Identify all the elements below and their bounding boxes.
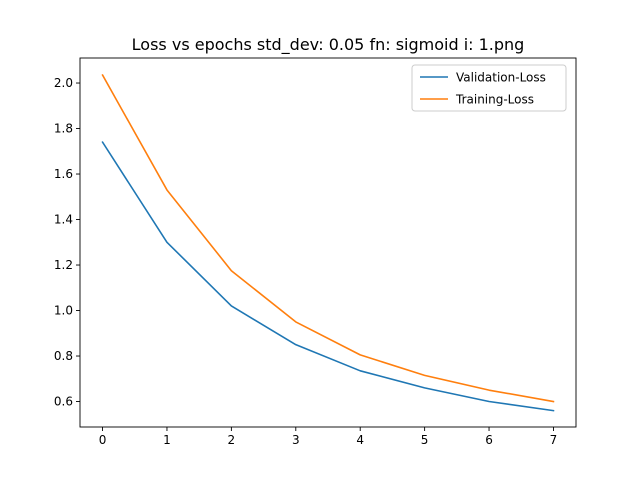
y-tick-label: 1.6 [54,167,73,181]
x-tick-label: 2 [228,433,236,447]
y-tick-label: 1.0 [54,304,73,318]
x-tick-label: 5 [421,433,429,447]
x-tick-label: 3 [292,433,300,447]
legend: Validation-Loss Training-Loss [411,64,567,112]
x-tick-label: 0 [99,433,107,447]
legend-label-training-loss: Training-Loss [455,93,534,107]
legend-label-validation-loss: Validation-Loss [456,71,546,85]
y-tick-label: 0.8 [54,349,73,363]
y-tick-label: 1.8 [54,122,73,136]
legend-box [411,64,567,112]
plot-area: 0 1 2 3 4 5 6 7 0.6 0.8 1.0 1.2 1.4 1.6 1.8 2.0 [54,57,577,447]
x-tick-label: 1 [163,433,171,447]
x-tick-label: 4 [356,433,364,447]
y-tick-label: 2.0 [54,76,73,90]
y-tick-label: 0.6 [54,395,73,409]
y-tick-label: 1.2 [54,258,73,272]
x-tick-label: 7 [550,433,558,447]
chart-title: Loss vs epochs std_dev: 0.05 fn: sigmoid… [132,35,525,55]
series-line-training-loss [101,73,555,403]
x-tick-label: 6 [485,433,493,447]
series-line-validation-loss [101,141,555,412]
y-tick-label: 1.4 [54,213,73,227]
axes-frame [79,57,577,428]
